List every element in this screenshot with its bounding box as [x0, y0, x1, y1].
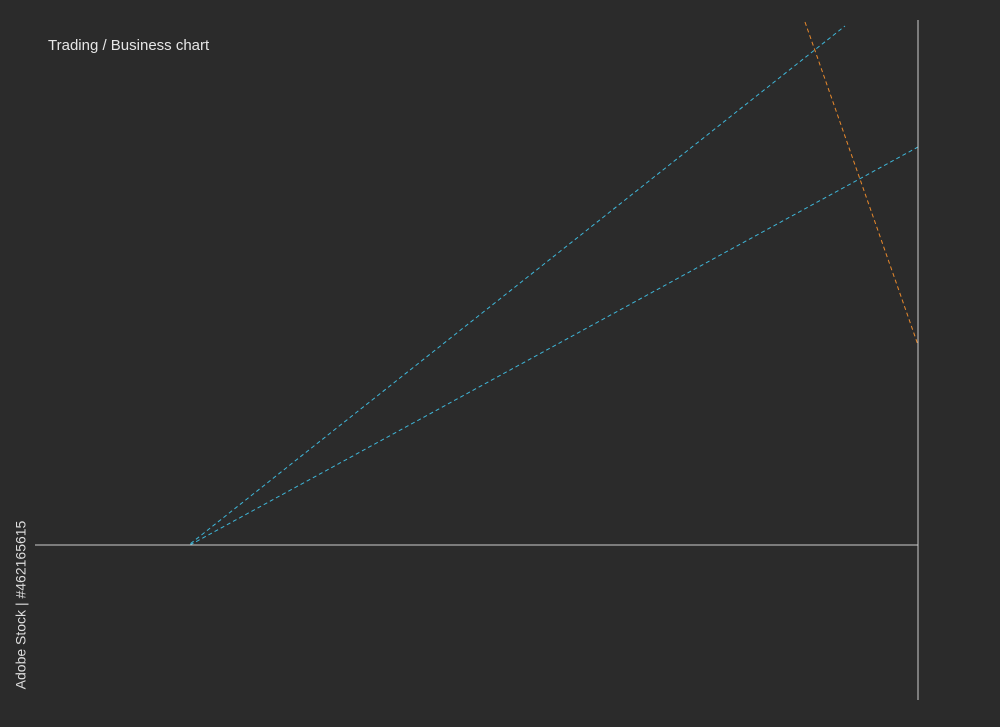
trend-line [187, 25, 846, 545]
trend-line [804, 21, 918, 346]
trend-lines [187, 21, 918, 545]
watermark: Adobe Stock | #462165615 [13, 520, 29, 689]
trend-line [189, 146, 918, 545]
chart-title: Trading / Business chart [48, 37, 210, 54]
